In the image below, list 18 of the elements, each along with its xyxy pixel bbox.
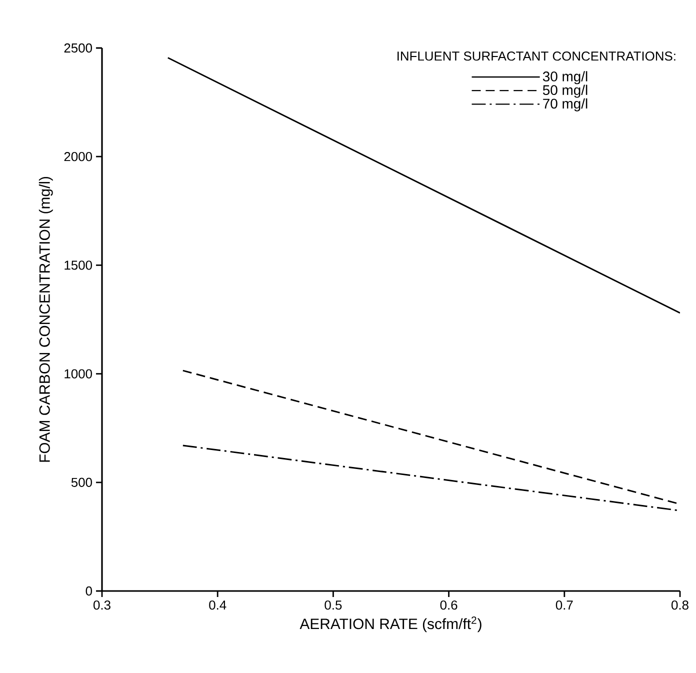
- legend-title: INFLUENT SURFACTANT CONCENTRATIONS:: [398, 52, 676, 61]
- y-tick-label: 1500: [64, 260, 92, 270]
- x-tick-label: 0.7: [556, 600, 573, 610]
- x-tick-label: 0.5: [324, 600, 342, 610]
- x-tick-label: 0.6: [440, 600, 458, 610]
- x-axis-title: AERATION RATE (scfm/ft$^{2}$): [300, 616, 482, 632]
- legend-label: 50 mg/l: [542, 84, 588, 98]
- y-tick-label: 2000: [64, 152, 92, 162]
- legend-label: 70 mg/l: [543, 98, 588, 112]
- x-tick-label: 0.8: [672, 600, 688, 610]
- y-tick-label: 0: [86, 586, 92, 596]
- y-tick-label: 500: [71, 478, 92, 487]
- legend-label: 30 mg/l: [542, 71, 588, 84]
- x-tick-label: 0.4: [209, 600, 226, 610]
- y-tick-label: 2500: [64, 43, 92, 53]
- y-tick-label: 1000: [64, 369, 92, 378]
- x-tick-label: 0.3: [94, 600, 110, 610]
- y-axis-title: FOAM CARBON CONCENTRATION (mg/l): [38, 176, 53, 462]
